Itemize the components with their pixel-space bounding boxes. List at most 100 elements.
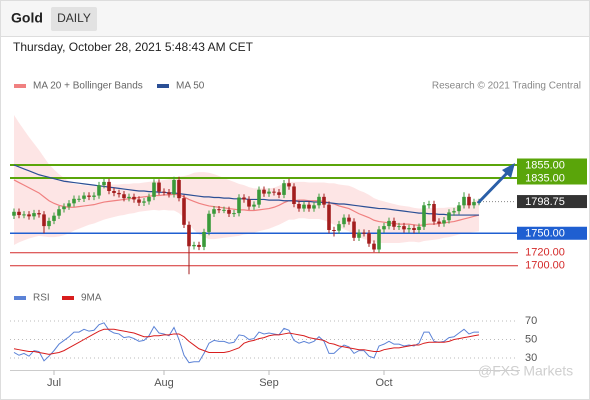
candle-body — [382, 226, 386, 230]
level-label-box — [517, 226, 587, 240]
level-label-box — [517, 158, 587, 172]
candle-body — [442, 220, 446, 224]
instrument-title: Gold — [11, 10, 43, 26]
level-label: 1700.00 — [525, 260, 565, 272]
candle-body — [277, 192, 281, 195]
candle-body — [352, 221, 356, 238]
candle-body — [42, 214, 46, 227]
rsi-panel: RSI 9MA 70 50 30@FXS Markets — [10, 293, 573, 379]
candle-body — [177, 179, 181, 199]
candle-body — [362, 232, 366, 234]
candle-body — [77, 198, 81, 200]
price-panel: MA 20 + Bollinger Bands MA 50 1855.001835.… — [10, 81, 587, 389]
legend-label: MA 50 — [176, 81, 205, 92]
candle-body — [142, 201, 146, 203]
candle-body — [252, 204, 256, 207]
candle-body — [22, 214, 26, 216]
candle-body — [402, 226, 406, 230]
candle-body — [312, 205, 316, 209]
bollinger-band — [14, 114, 479, 245]
legend-label: RSI — [33, 293, 50, 304]
candle-body — [422, 205, 426, 227]
candle-body — [392, 220, 396, 227]
candle-body — [62, 206, 66, 210]
level-label-box — [517, 195, 587, 209]
candle-body — [202, 231, 206, 247]
candle-body — [397, 226, 401, 228]
candle-body — [192, 244, 196, 247]
legend-swatch — [14, 84, 26, 88]
forecast-arrow-head — [502, 163, 515, 178]
level-label: 1720.00 — [525, 247, 565, 259]
candle-body — [302, 204, 306, 209]
candle-body — [247, 199, 251, 207]
candle-body — [187, 224, 191, 247]
candle-body — [117, 192, 121, 195]
candle-body — [72, 198, 76, 204]
candle-body — [87, 195, 91, 197]
candle-body — [432, 204, 436, 222]
candle-body — [222, 209, 226, 211]
candle-body — [157, 182, 161, 192]
y-tick-label: 50 — [525, 333, 537, 345]
watermark: @FXS Markets — [478, 363, 573, 379]
candle-body — [262, 189, 266, 194]
candle-body — [282, 183, 286, 195]
candle-body — [102, 181, 106, 186]
x-tick-label: Jul — [47, 377, 61, 389]
indicator-line — [13, 328, 480, 355]
candle-body — [182, 198, 186, 225]
candle-body — [327, 204, 331, 230]
candle-body — [67, 203, 71, 207]
candle-body — [297, 204, 301, 209]
y-tick-label: 70 — [525, 315, 537, 327]
candle-body — [172, 179, 176, 195]
candle-body — [107, 181, 111, 191]
candle-body — [267, 191, 271, 194]
candle-body — [367, 233, 371, 244]
candle-body — [387, 220, 391, 227]
candle-body — [347, 217, 351, 222]
candle-body — [472, 202, 476, 206]
candle-body — [12, 211, 16, 216]
timeframe-badge — [51, 7, 97, 31]
level-label: 1750.00 — [525, 228, 565, 240]
candle-body — [212, 209, 216, 214]
candle-body — [272, 191, 276, 193]
candle-body — [427, 204, 431, 206]
candle-body — [372, 243, 376, 250]
legend-swatch — [157, 84, 169, 88]
candle-body — [97, 185, 101, 196]
candle-body — [342, 217, 346, 225]
candle-body — [292, 186, 296, 204]
candle-body — [287, 183, 291, 187]
candle-body — [437, 221, 441, 224]
candle-body — [52, 215, 56, 221]
moving-average — [13, 164, 479, 216]
candle-body — [467, 196, 471, 206]
candle-body — [152, 182, 156, 197]
x-tick-label: Sep — [259, 377, 279, 389]
candle-body — [227, 209, 231, 214]
candle-body — [57, 209, 61, 216]
level-label: 1798.75 — [525, 196, 565, 208]
level-label: 1855.00 — [525, 159, 565, 171]
candle-body — [162, 191, 166, 193]
candle-body — [337, 224, 341, 231]
candle-body — [92, 195, 96, 197]
candle-body — [357, 232, 361, 238]
candle-body — [232, 213, 236, 215]
candle-body — [457, 205, 461, 212]
candle-body — [127, 196, 131, 199]
candle-body — [167, 192, 171, 195]
header-bar — [0, 0, 590, 37]
level-label-box — [517, 171, 587, 185]
x-tick-label: Oct — [375, 377, 392, 389]
candle-body — [377, 229, 381, 250]
candle-body — [322, 196, 326, 205]
legend-swatch — [14, 296, 26, 300]
candle-body — [47, 220, 51, 227]
candle-body — [137, 199, 141, 203]
